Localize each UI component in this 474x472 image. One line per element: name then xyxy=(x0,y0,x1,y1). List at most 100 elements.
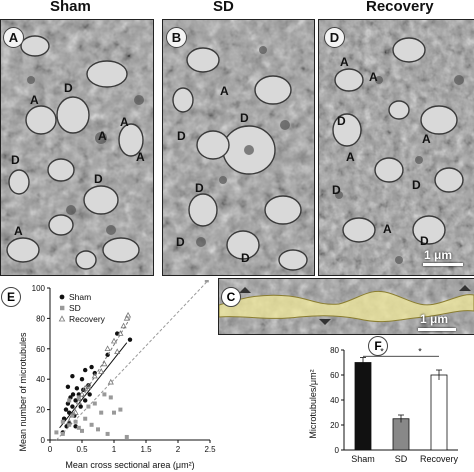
data-point-recovery xyxy=(72,409,79,415)
em-label: A xyxy=(383,222,392,236)
data-point-sd xyxy=(86,404,91,409)
panel-label-d: D xyxy=(324,27,345,48)
panel-label-b: B xyxy=(166,27,187,48)
data-point-recovery xyxy=(104,345,111,351)
x-tick-label: 1.5 xyxy=(140,445,152,454)
panel-label-e: E xyxy=(1,287,21,307)
data-point-sham xyxy=(83,398,88,403)
micrograph-texture-d xyxy=(319,20,474,275)
data-point-sd xyxy=(80,428,84,433)
legend-marker-sham xyxy=(59,294,65,300)
em-label: A xyxy=(30,93,39,107)
em-label: D xyxy=(94,172,103,186)
data-point-sd xyxy=(102,392,107,397)
micrograph-panel-c xyxy=(218,278,474,335)
data-point-sd xyxy=(89,422,94,427)
legend-label: Recovery xyxy=(69,314,106,324)
y-axis-label: Mean number of microtubules xyxy=(18,332,28,452)
y-tick-label: 20 xyxy=(330,421,339,430)
data-point-recovery xyxy=(75,398,82,405)
legend-marker-sd xyxy=(60,305,65,311)
em-label: A xyxy=(369,70,378,84)
em-label: A xyxy=(340,55,349,69)
data-point-recovery xyxy=(78,390,86,397)
header-sd: SD xyxy=(213,0,234,15)
data-point-sd xyxy=(112,410,116,415)
micrograph-texture-b xyxy=(163,20,314,275)
x-tick-label: 0 xyxy=(48,445,53,454)
data-point-recovery xyxy=(120,322,127,329)
legend-label: SD xyxy=(69,303,81,313)
data-point-recovery xyxy=(82,384,89,391)
y-tick-label: 20 xyxy=(36,406,45,415)
panel-label-f: F xyxy=(368,336,388,356)
micrograph-texture-a xyxy=(1,20,153,275)
em-label: D xyxy=(241,251,250,265)
data-point-sham xyxy=(74,386,80,391)
em-label: A xyxy=(346,150,355,164)
data-point-recovery xyxy=(98,368,105,374)
legend-marker-recovery xyxy=(58,315,66,322)
scale-bar-d xyxy=(423,263,463,266)
data-point-sd xyxy=(108,395,113,400)
y-tick-label: 40 xyxy=(330,396,339,405)
em-label: D xyxy=(64,81,73,95)
data-point-sd xyxy=(204,280,209,283)
em-label: A xyxy=(220,84,229,98)
x-category-label: SD xyxy=(395,454,408,464)
em-label: D xyxy=(412,178,421,192)
em-label: D xyxy=(11,153,20,167)
data-point-sd xyxy=(83,416,88,421)
data-point-sham xyxy=(89,364,94,370)
micrograph-panel-d xyxy=(318,19,474,276)
data-point-recovery xyxy=(101,360,108,367)
data-point-sd xyxy=(76,395,81,400)
bar-recovery xyxy=(430,374,448,451)
data-point-sd xyxy=(60,419,65,424)
data-point-sham xyxy=(70,373,75,379)
significance-label: * xyxy=(418,346,422,356)
em-label: A xyxy=(422,132,431,146)
data-point-sd xyxy=(70,413,75,418)
axon-highlight xyxy=(219,290,474,323)
header-sham: Sham xyxy=(50,0,91,15)
em-label: D xyxy=(176,235,185,249)
data-point-sd xyxy=(60,431,65,436)
scale-bar-c xyxy=(418,328,456,331)
x-category-label: Recovery xyxy=(420,454,459,464)
data-point-recovery xyxy=(125,311,132,318)
data-point-sham xyxy=(79,377,85,382)
data-point-sham xyxy=(87,392,92,397)
data-point-sd xyxy=(76,425,81,430)
panel-label-c: C xyxy=(221,287,241,307)
em-label: D xyxy=(195,181,204,195)
y-tick-label: 80 xyxy=(330,346,339,355)
x-tick-label: 1 xyxy=(112,445,117,454)
data-point-sham xyxy=(65,384,71,389)
data-point-sham xyxy=(127,337,133,342)
em-label: A xyxy=(14,224,23,238)
data-point-recovery xyxy=(107,378,114,385)
data-point-sd xyxy=(118,407,123,412)
y-tick-label: 60 xyxy=(36,345,45,354)
data-point-recovery xyxy=(85,383,92,389)
scale-bar-label-d: 1 μm xyxy=(424,248,453,262)
micrograph-texture-c xyxy=(219,279,474,334)
y-axis-label: Microtubules/μm² xyxy=(308,369,318,438)
panel-label-a: A xyxy=(3,27,24,48)
y-tick-label: 0 xyxy=(41,436,46,445)
data-point-sd xyxy=(67,422,72,427)
em-label: A xyxy=(120,115,129,129)
data-point-recovery xyxy=(110,337,118,344)
data-point-recovery xyxy=(123,314,130,321)
bar-chart-f: 0 20 40 60 80 Sham SD Recovery * * Microtubules/… xyxy=(308,346,459,464)
trend-line-sham xyxy=(59,342,128,429)
data-point-sham xyxy=(70,404,75,409)
header-recovery: Recovery xyxy=(366,0,434,15)
em-label: D xyxy=(332,183,341,197)
trend-line-sd xyxy=(56,281,208,441)
x-tick-label: 2.5 xyxy=(204,445,216,454)
legend-label: Sham xyxy=(69,292,91,302)
